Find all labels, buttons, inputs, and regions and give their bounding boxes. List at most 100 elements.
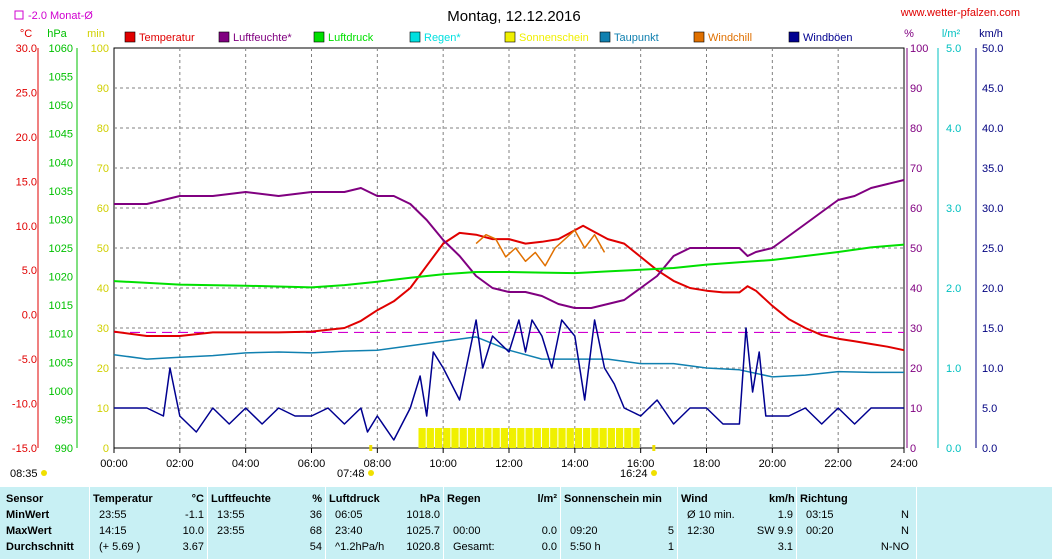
pressure-line [113,243,905,289]
table-header: Luftfeuchte [211,493,271,505]
table-value: 3.1 [777,541,793,553]
pressure-tick-label: 1060 [49,43,73,55]
sunshine-bar [583,428,591,448]
table-header: Richtung [800,493,848,505]
minutes-tick-label: 70 [97,163,109,175]
pressure-tick-label: 990 [55,443,73,455]
temperature-line [113,224,905,352]
rain-tick-label: 0.0 [946,443,961,455]
legend-swatch [124,31,136,43]
table-cell: 12:30 [687,525,715,537]
table-value: 5 [667,525,674,537]
legend-swatch [218,31,230,43]
table-value: 0.0 [541,541,557,553]
time-tick-label: 04:00 [232,458,260,470]
sunshine-bar [541,428,550,448]
table-cell: 13:55 [217,509,245,521]
sunshine-bar [607,428,615,448]
legend-label: Temperatur [139,32,195,44]
temp-tick-label: 0.0 [22,310,37,322]
pressure-tick-label: 1055 [49,72,73,84]
temp-tick-label: 30.0 [16,43,37,55]
wind-tick-label: 50.0 [982,43,1003,55]
legend-label: Luftdruck [328,32,374,44]
table-value: 1018.0 [406,509,440,521]
table-value: N [901,509,909,521]
table-value: 54 [309,541,322,553]
sunshine-bar [426,428,434,448]
table-cell: 23:55 [217,525,245,537]
rain-tick-label: 1.0 [946,363,961,375]
table-divider [89,487,90,559]
time-tick-label: 08:00 [364,458,392,470]
rain-tick-label: 4.0 [946,123,961,135]
table-cell: 09:20 [570,525,598,537]
wind-axis-unit: km/h [979,28,1003,40]
sunshine-bar [451,428,459,448]
minutes-axis-unit: min [87,28,105,40]
time-tick-label: 24:00 [890,458,918,470]
table-header: Luftdruck [329,493,380,505]
temp-tick-label: -10.0 [12,399,37,411]
sunshine-bar [566,428,574,448]
sunshine-bar [509,428,517,448]
percent-axis-unit: % [904,28,914,40]
table-value: SW 9.9 [756,525,793,537]
table-value: N-NO [880,541,909,553]
table-cell: MaxWert [6,525,52,537]
legend-label: Windchill [708,32,752,44]
statistics-table: Sensor MinWert MaxWert Durchschnitt Temperat… [0,487,1052,559]
minutes-tick-label: 60 [97,203,109,215]
sunset-icon [651,470,657,476]
minutes-tick-label: 100 [91,43,109,55]
table-divider [560,487,561,559]
percent-tick-label: 10 [910,403,922,415]
table-value: 3.67 [182,541,204,553]
sunshine-bar [434,428,443,448]
table-header-unit: hPa [419,493,440,505]
legend-label: Luftfeuchte* [233,32,292,44]
table-divider [443,487,444,559]
chart-title: Montag, 12.12.2016 [447,8,580,25]
table-header-unit: l/m² [537,493,557,505]
table-value: 68 [309,525,322,537]
percent-tick-label: 80 [910,123,922,135]
sunset-time: 16:24 [620,468,648,480]
table-header: Sonnenschein min [564,493,662,505]
rain-tick-label: 2.0 [946,283,961,295]
monthly-avg-label: -2.0 Monat-Ø [28,10,93,22]
table-header-unit: °C [191,493,204,505]
table-divider [207,487,208,559]
wind-tick-label: 10.0 [982,363,1003,375]
pressure-tick-label: 1000 [49,386,73,398]
table-value: 1.9 [777,509,793,521]
pressure-axis-unit: hPa [47,28,67,40]
sunrise-icon [41,470,47,476]
percent-tick-label: 100 [910,43,928,55]
wind-tick-label: 30.0 [982,203,1003,215]
table-cell: Gesamt: [453,541,495,553]
legend-swatch [313,31,325,43]
sunshine-bar [550,428,558,448]
temp-tick-label: -5.0 [18,354,37,366]
pressure-tick-label: 1015 [49,300,73,312]
minutes-tick-label: 30 [97,323,109,335]
table-cell: MinWert [6,509,50,521]
table-header: Wind [681,493,708,505]
sunshine-bar [459,428,467,448]
sunshine-bar [484,428,492,448]
pressure-tick-label: 1010 [49,329,73,341]
table-cell: Durchschnitt [6,541,74,553]
table-value: 1020.8 [406,541,440,553]
table-header: Sensor [6,493,44,505]
minutes-tick-label: 0 [103,443,109,455]
minutes-tick-label: 10 [97,403,109,415]
weather-chart: Montag, 12.12.2016 www.wetter-pfalzen.com… [10,7,1020,480]
table-cell: 00:20 [806,525,834,537]
time-tick-label: 00:00 [100,458,128,470]
sunshine-bar [525,428,533,448]
wind-tick-label: 35.0 [982,163,1003,175]
solar-noon-time: 07:48 [337,468,365,480]
sunshine-bar [574,428,583,448]
percent-tick-label: 40 [910,283,922,295]
